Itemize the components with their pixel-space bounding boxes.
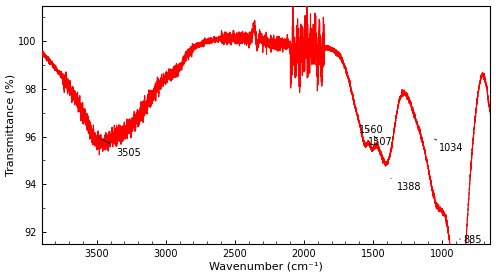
Text: 1034: 1034: [434, 139, 464, 153]
Text: 3505: 3505: [99, 138, 141, 158]
Text: 1507: 1507: [368, 136, 392, 147]
Y-axis label: Transmittance (%): Transmittance (%): [5, 74, 15, 176]
Text: 885: 885: [459, 235, 482, 245]
Text: 1388: 1388: [391, 178, 421, 192]
Text: 1560: 1560: [359, 125, 384, 135]
X-axis label: Wavenumber (cm⁻¹): Wavenumber (cm⁻¹): [209, 261, 323, 271]
